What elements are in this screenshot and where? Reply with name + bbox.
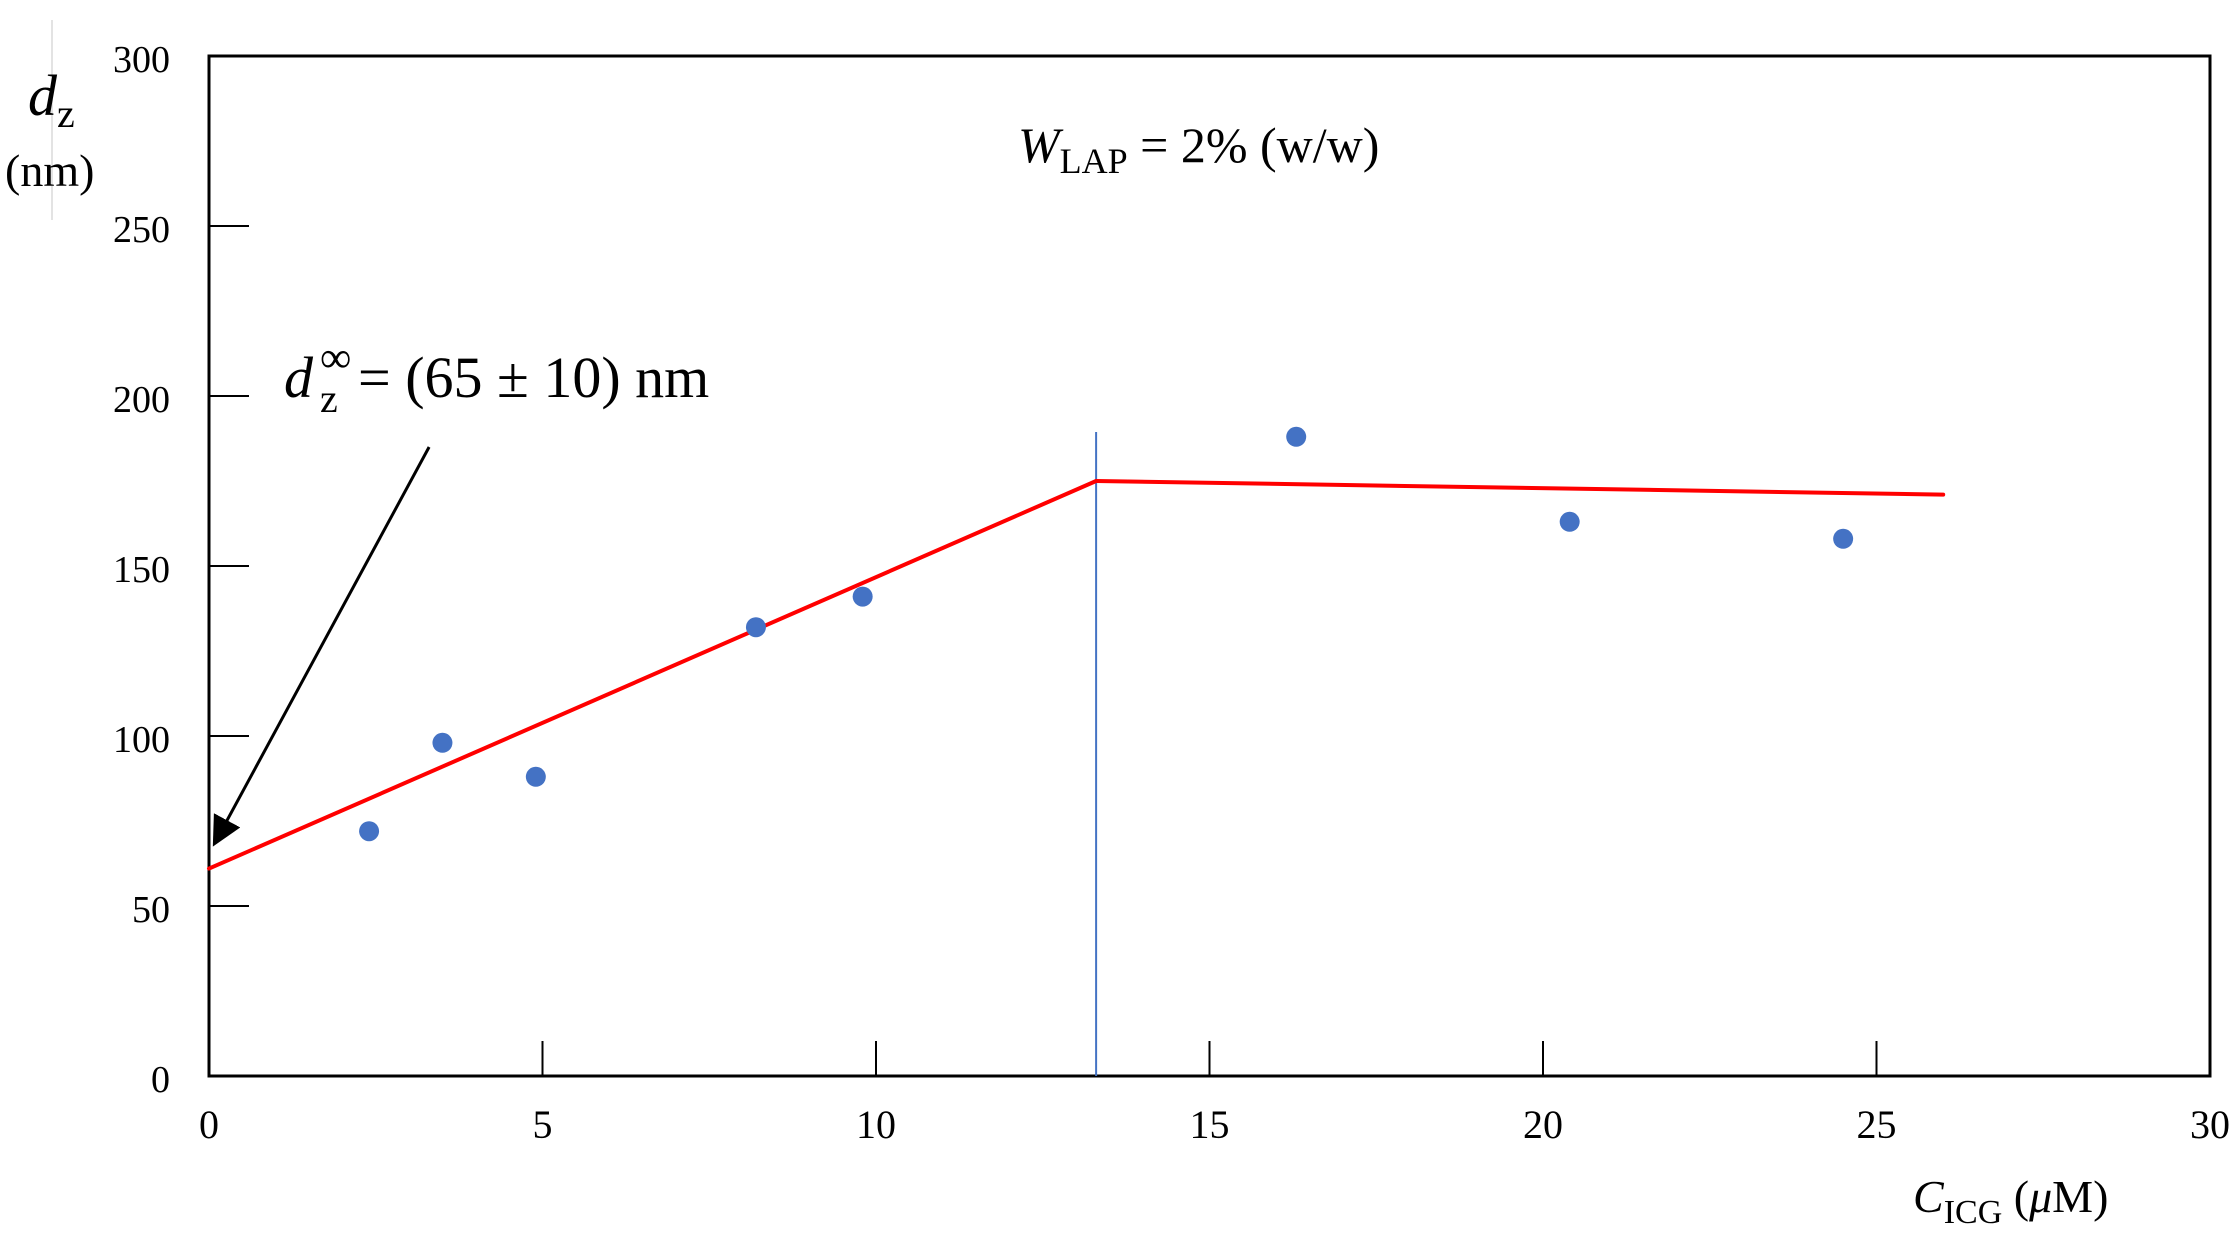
data-point [432, 732, 453, 753]
y-ticks: 0 50 100 150 200 250 300 [113, 39, 249, 1101]
data-point [1559, 511, 1580, 532]
data-points [359, 426, 1854, 842]
y-tick-label: 100 [113, 719, 170, 761]
fit-line-segment [207, 479, 1099, 871]
data-point [745, 617, 766, 638]
x-tick-label: 25 [1857, 1102, 1897, 1147]
condition-label: WLAP = 2% (w/w) [1018, 117, 1379, 181]
data-point [359, 821, 380, 842]
x-tick-label: 15 [1190, 1102, 1230, 1147]
fit-line-segment [1094, 479, 1946, 497]
y-tick-label: 0 [151, 1059, 170, 1101]
y-axis-label-unit: (nm) [5, 145, 94, 196]
y-tick-label: 200 [113, 379, 170, 421]
x-tick-label: 10 [856, 1102, 896, 1147]
svg-text:d: d [284, 345, 314, 410]
y-tick-label: 250 [113, 209, 170, 251]
data-point [525, 766, 546, 787]
annotation-arrow [212, 446, 431, 847]
svg-text:= (65 ± 10) nm: = (65 ± 10) nm [358, 345, 709, 410]
data-point [852, 586, 873, 607]
x-tick-label: 20 [1523, 1102, 1563, 1147]
x-ticks: 0 5 10 15 20 25 30 [199, 1041, 2230, 1147]
data-point [1286, 426, 1307, 447]
x-axis-label: CICG (μM) [1913, 1171, 2108, 1231]
x-tick-label: 0 [199, 1102, 219, 1147]
fit-lines [207, 479, 1946, 871]
y-tick-label: 150 [113, 549, 170, 591]
svg-text:∞: ∞ [320, 333, 351, 382]
x-tick-label: 30 [2190, 1102, 2230, 1147]
y-tick-label: 50 [132, 889, 170, 931]
y-tick-label: 300 [113, 39, 170, 81]
x-tick-label: 5 [533, 1102, 553, 1147]
svg-text:z: z [320, 376, 338, 421]
annotation-label: d ∞ z = (65 ± 10) nm [284, 333, 709, 421]
data-point [1833, 528, 1854, 549]
y-axis-label-symbol: dz [28, 63, 75, 136]
plot-frame [207, 54, 2212, 1078]
